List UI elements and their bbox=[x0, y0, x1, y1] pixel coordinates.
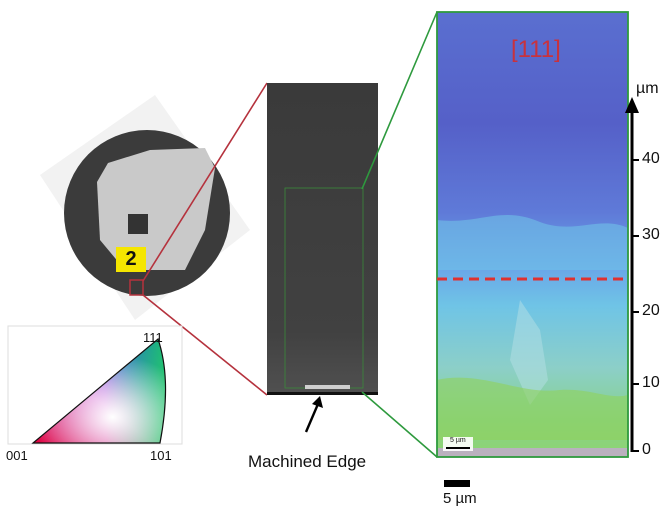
sample-label: 2 bbox=[116, 247, 146, 272]
red-callout bbox=[129, 82, 268, 396]
machined-edge-arrow bbox=[304, 396, 323, 433]
ipf-corner-101: 101 bbox=[150, 448, 172, 463]
axis-tick-20: 20 bbox=[642, 302, 660, 319]
ipf-corner-111: 111 bbox=[143, 330, 163, 345]
sem-caption: Machined Edge bbox=[248, 452, 367, 471]
sample-photo bbox=[40, 95, 250, 320]
scale-bar bbox=[444, 480, 470, 487]
ebsd-axis bbox=[625, 97, 639, 452]
orientation-label: [111] bbox=[511, 36, 561, 63]
ipf-corner-001: 001 bbox=[6, 448, 28, 463]
ebsd-map bbox=[436, 11, 629, 458]
axis-tick-40: 40 bbox=[642, 150, 660, 167]
axis-tick-0: 0 bbox=[642, 441, 651, 458]
axis-tick-10: 10 bbox=[642, 374, 660, 391]
axis-tick-30: 30 bbox=[642, 226, 660, 243]
axis-unit-label: µm bbox=[636, 80, 659, 97]
sem-image bbox=[267, 83, 378, 395]
inset-scale-label: 5 µm bbox=[450, 437, 466, 444]
ipf-legend bbox=[7, 325, 183, 445]
scale-bar-label: 5 µm bbox=[443, 490, 477, 507]
green-callout bbox=[361, 11, 438, 458]
